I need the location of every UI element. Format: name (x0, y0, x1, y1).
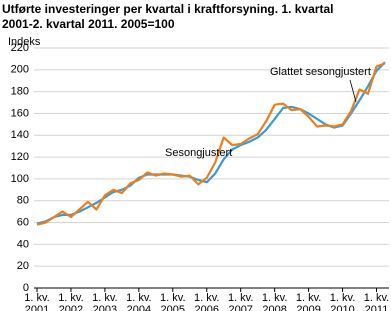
series-line (36, 62, 386, 226)
x-tick-label: 1. kv. 2009 (295, 292, 322, 311)
y-tick-label: 200 (11, 64, 29, 76)
y-tick-label: 20 (17, 260, 29, 272)
x-tick-label: 1. kv. 2011 (363, 292, 390, 311)
x-tick-label: 1. kv. 2006 (194, 292, 220, 311)
series-line (36, 61, 386, 225)
y-tick-label: 100 (11, 173, 29, 185)
x-tick-label: 1. kv. 2005 (160, 292, 186, 311)
series-label: Glattet sesongjustert (270, 66, 371, 78)
x-tick-label: 1. kv. 2002 (58, 292, 84, 311)
x-tick-label: 1. kv. 2008 (261, 292, 288, 311)
y-tick-label: 180 (11, 86, 29, 98)
x-tick-label: 1. kv. 2003 (92, 292, 118, 311)
y-tick-label: 160 (11, 107, 29, 119)
x-tick-label: 1. kv. 2007 (227, 292, 254, 311)
y-tick-label: 0 (23, 282, 29, 294)
pointer (349, 79, 357, 103)
chart-title: Utførte investeringer per kvartal i kraf… (2, 2, 334, 31)
y-tick-label: 40 (17, 238, 29, 250)
y-tick-label: 120 (11, 151, 29, 163)
x-tick-label: 1. kv. 2004 (126, 292, 152, 311)
y-tick-label: 60 (17, 216, 29, 228)
y-tick-label: 80 (17, 195, 29, 207)
y-tick-label: 140 (11, 129, 29, 141)
x-tick-label: 1. kv. 2001 (24, 292, 50, 311)
y-axis-label: Indeks (8, 36, 41, 48)
series-label: Sesongjustert (165, 147, 232, 159)
x-tick-label: 1. kv. 2010 (329, 292, 356, 311)
y-tick-label: 220 (11, 42, 29, 54)
